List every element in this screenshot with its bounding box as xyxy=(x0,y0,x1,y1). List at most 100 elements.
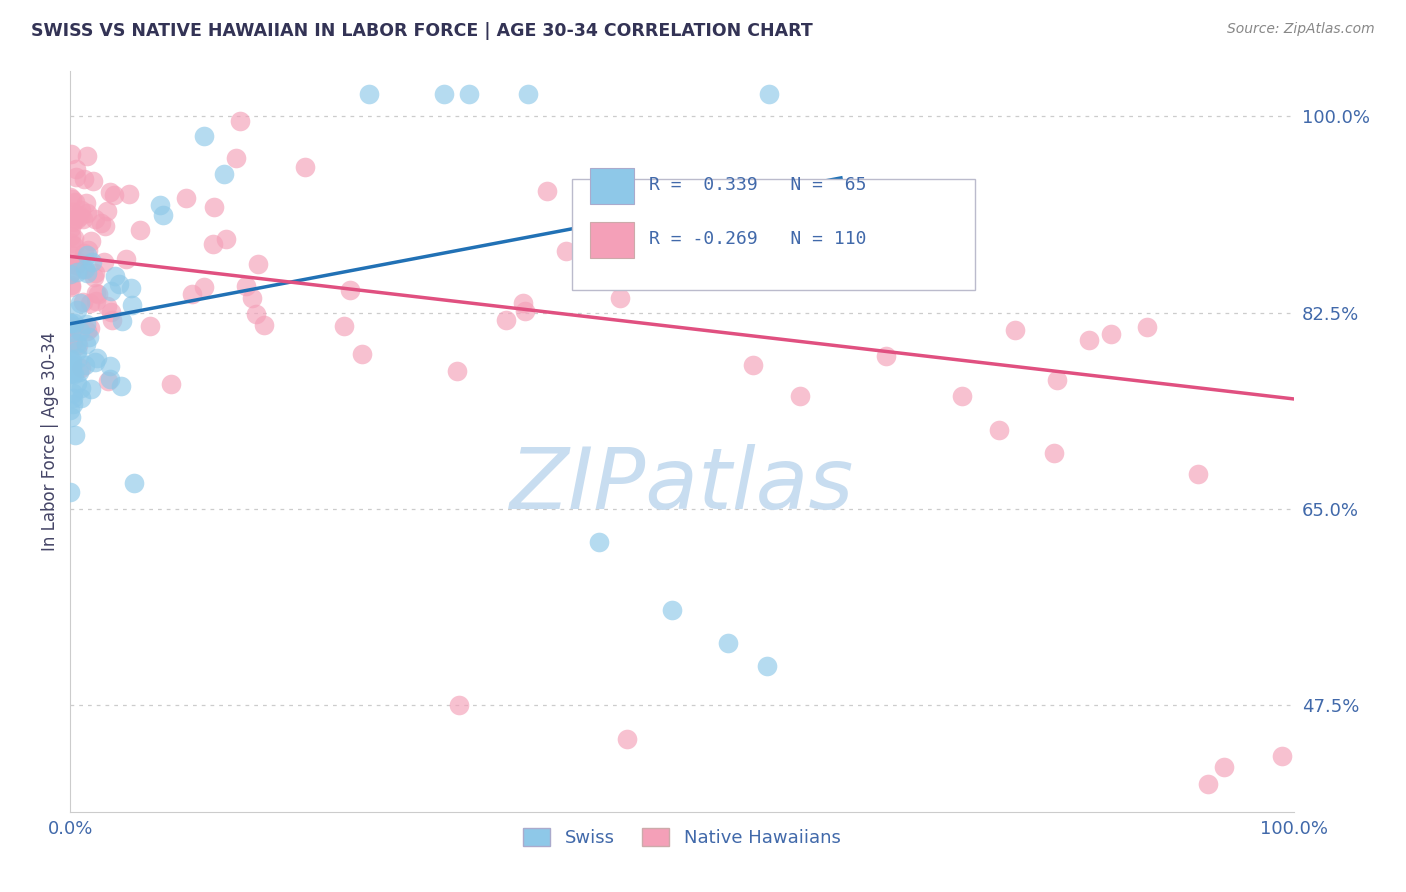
Point xyxy=(758,87,780,101)
FancyBboxPatch shape xyxy=(591,168,634,204)
Point xyxy=(60,192,83,206)
Point xyxy=(110,314,132,328)
Point xyxy=(59,316,82,330)
Point xyxy=(69,360,91,375)
Point xyxy=(76,205,98,219)
Point xyxy=(62,320,84,334)
Point xyxy=(70,381,93,395)
Point xyxy=(495,313,517,327)
Y-axis label: In Labor Force | Age 30-34: In Labor Force | Age 30-34 xyxy=(41,332,59,551)
Point xyxy=(82,174,104,188)
Point xyxy=(69,324,91,338)
Point xyxy=(65,209,87,223)
Point xyxy=(1213,760,1236,774)
Point xyxy=(59,190,82,204)
FancyBboxPatch shape xyxy=(591,221,634,258)
Point xyxy=(115,252,138,266)
Point xyxy=(59,316,82,330)
Point xyxy=(69,203,91,218)
Point xyxy=(59,326,82,340)
Point xyxy=(616,731,638,746)
Point xyxy=(228,114,250,128)
Point xyxy=(73,358,96,372)
Point xyxy=(536,184,558,198)
Point xyxy=(84,293,107,308)
Point xyxy=(67,351,90,365)
Point xyxy=(129,222,152,236)
Point xyxy=(1043,446,1066,460)
Point xyxy=(65,258,87,272)
Point xyxy=(63,428,86,442)
Point xyxy=(101,312,124,326)
Point xyxy=(86,351,108,365)
Point xyxy=(79,234,101,248)
Point xyxy=(69,295,91,310)
Point xyxy=(66,343,89,358)
Point xyxy=(59,267,82,281)
Point xyxy=(772,233,794,247)
Point xyxy=(124,476,146,491)
Point xyxy=(83,355,105,369)
Point xyxy=(73,172,96,186)
Point xyxy=(72,211,94,226)
Point xyxy=(1271,748,1294,763)
Point xyxy=(516,87,538,101)
Point xyxy=(76,149,98,163)
Point xyxy=(69,391,91,405)
Point xyxy=(201,236,224,251)
Point xyxy=(60,221,83,235)
Point xyxy=(66,303,89,318)
Point xyxy=(59,267,82,281)
Point xyxy=(79,295,101,310)
Point xyxy=(63,194,86,209)
Point xyxy=(59,367,82,381)
Point xyxy=(789,389,811,403)
Point xyxy=(245,307,267,321)
Point xyxy=(60,366,83,380)
Point xyxy=(60,352,83,367)
Point xyxy=(59,280,82,294)
Point xyxy=(875,264,897,278)
Point xyxy=(174,190,197,204)
Point xyxy=(97,374,120,388)
Point xyxy=(73,246,96,260)
Point xyxy=(512,296,534,310)
Point xyxy=(246,258,269,272)
Point xyxy=(446,364,468,378)
Point xyxy=(433,87,456,101)
FancyBboxPatch shape xyxy=(572,178,976,290)
Point xyxy=(96,299,118,313)
Text: ZIPatlas: ZIPatlas xyxy=(510,444,853,527)
Point xyxy=(59,277,82,292)
Text: SWISS VS NATIVE HAWAIIAN IN LABOR FORCE | AGE 30-34 CORRELATION CHART: SWISS VS NATIVE HAWAIIAN IN LABOR FORCE … xyxy=(31,22,813,40)
Point xyxy=(62,316,84,330)
Point xyxy=(72,262,94,277)
Point xyxy=(98,359,121,373)
Point xyxy=(1046,373,1069,387)
Point xyxy=(139,318,162,333)
Point xyxy=(1004,322,1026,336)
Point xyxy=(797,246,820,260)
Point xyxy=(117,186,139,201)
Point xyxy=(62,215,84,229)
Point xyxy=(93,255,115,269)
Point xyxy=(96,204,118,219)
Point xyxy=(952,388,974,402)
Point xyxy=(62,335,84,350)
Point xyxy=(103,188,125,202)
Point xyxy=(352,347,374,361)
Point xyxy=(357,87,380,101)
Text: R =  0.339   N =  65: R = 0.339 N = 65 xyxy=(650,176,866,194)
Text: Source: ZipAtlas.com: Source: ZipAtlas.com xyxy=(1227,22,1375,37)
Point xyxy=(235,279,257,293)
Point xyxy=(65,170,87,185)
Point xyxy=(212,167,235,181)
Point xyxy=(62,391,84,405)
Point xyxy=(62,231,84,245)
Point xyxy=(69,209,91,223)
Point xyxy=(84,211,107,226)
Point xyxy=(76,324,98,338)
Point xyxy=(333,318,356,333)
Point xyxy=(59,358,82,372)
Point xyxy=(66,336,89,351)
